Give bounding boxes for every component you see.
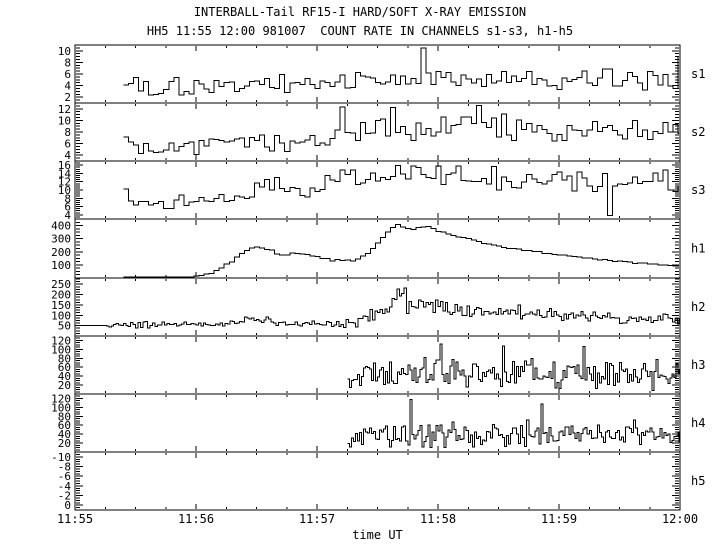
y-tick-label-h3: 40	[58, 370, 71, 383]
y-tick-label-h5: -4	[58, 480, 72, 493]
y-tick-label-h2: 200	[51, 289, 71, 302]
y-tick-label-h4: 120	[51, 392, 71, 405]
y-tick-label-h5: -10	[51, 451, 71, 464]
y-tick-label-h2: 50	[58, 320, 71, 333]
y-tick-label-s2: 6	[64, 138, 71, 151]
y-tick-label-s3: 14	[58, 167, 72, 180]
panel-box-s1	[74, 44, 681, 104]
y-tick-label-h3: 20	[58, 379, 71, 392]
panel-box-h2	[74, 277, 681, 337]
data-trace-s1	[123, 47, 679, 96]
y-tick-label-h2: 100	[51, 309, 71, 322]
y-tick-label-s2: 12	[58, 103, 71, 116]
y-tick-label-h3: 100	[51, 343, 71, 356]
panel-box-h4	[74, 393, 681, 453]
y-tick-label-s2: 8	[64, 126, 71, 139]
data-trace-h3	[347, 343, 680, 391]
data-trace-h1	[123, 224, 679, 278]
data-trace-s3	[123, 165, 679, 217]
x-tick-label: 11:57	[299, 512, 335, 526]
x-tick-label: 11:55	[57, 512, 93, 526]
y-tick-label-h3: 120	[51, 334, 71, 347]
y-tick-label-h4: 80	[58, 410, 71, 423]
y-tick-label-s1: 2	[64, 91, 71, 104]
panel-box-h5	[74, 451, 681, 511]
channel-label-h1: h1	[691, 242, 705, 256]
y-tick-label-h1: 400	[51, 220, 71, 233]
chart-subtitle: HH5 11:55 12:00 981007 COUNT RATE IN CHA…	[146, 24, 574, 38]
x-tick-label: 12:00	[662, 512, 698, 526]
channel-label-s2: s2	[691, 125, 705, 139]
y-tick-label-s1: 6	[64, 68, 71, 81]
channel-label-s1: s1	[691, 67, 705, 81]
y-tick-label-h1: 200	[51, 246, 71, 259]
channel-label-h4: h4	[691, 416, 705, 430]
x-tick-label: 11:59	[541, 512, 577, 526]
data-trace-h4	[347, 398, 680, 449]
panel-box-h1	[74, 218, 681, 279]
channel-label-s3: s3	[691, 183, 705, 197]
y-tick-label-h2: 150	[51, 299, 71, 312]
y-tick-label-s3: 10	[58, 184, 71, 197]
y-tick-label-h4: 40	[58, 428, 71, 441]
y-tick-label-h5: -8	[58, 461, 71, 474]
y-tick-label-s2: 4	[64, 149, 71, 162]
y-tick-label-s3: 8	[64, 192, 71, 205]
channel-label-h3: h3	[691, 358, 705, 372]
x-tick-label: 11:56	[178, 512, 214, 526]
y-tick-label-s1: 4	[64, 80, 71, 93]
y-tick-label-s1: 8	[64, 56, 71, 69]
channel-label-h2: h2	[691, 300, 705, 314]
y-tick-label-h4: 60	[58, 419, 71, 432]
data-trace-h2	[75, 287, 680, 329]
channel-label-h5: h5	[691, 474, 705, 488]
y-tick-label-s1: 10	[58, 45, 71, 58]
y-tick-label-h4: 100	[51, 401, 71, 414]
y-tick-label-s3: 16	[58, 159, 71, 172]
y-tick-label-s3: 12	[58, 176, 71, 189]
panel-box-s2	[74, 102, 681, 162]
panel-box-s3	[74, 160, 681, 220]
y-tick-label-h4: 20	[58, 437, 71, 450]
panel-box-h3	[74, 335, 681, 395]
y-tick-label-h1: 100	[51, 259, 71, 272]
y-tick-label-h5: -2	[58, 490, 71, 503]
y-tick-label-h1: 300	[51, 233, 71, 246]
x-tick-label: 11:58	[420, 512, 456, 526]
x-axis-label: time UT	[352, 528, 403, 542]
y-tick-label-h3: 60	[58, 361, 71, 374]
y-tick-label-s3: 6	[64, 201, 71, 214]
y-tick-label-s2: 10	[58, 114, 71, 127]
y-tick-label-h5: -6	[58, 470, 71, 483]
data-trace-s2	[123, 104, 679, 155]
y-tick-label-s3: 4	[64, 209, 71, 222]
y-tick-label-h5: 0	[64, 499, 71, 512]
chart-title: INTERBALL-Tail RF15-I HARD/SOFT X-RAY EM…	[193, 5, 527, 19]
y-tick-label-h3: 80	[58, 352, 71, 365]
y-tick-label-h2: 250	[51, 278, 71, 291]
